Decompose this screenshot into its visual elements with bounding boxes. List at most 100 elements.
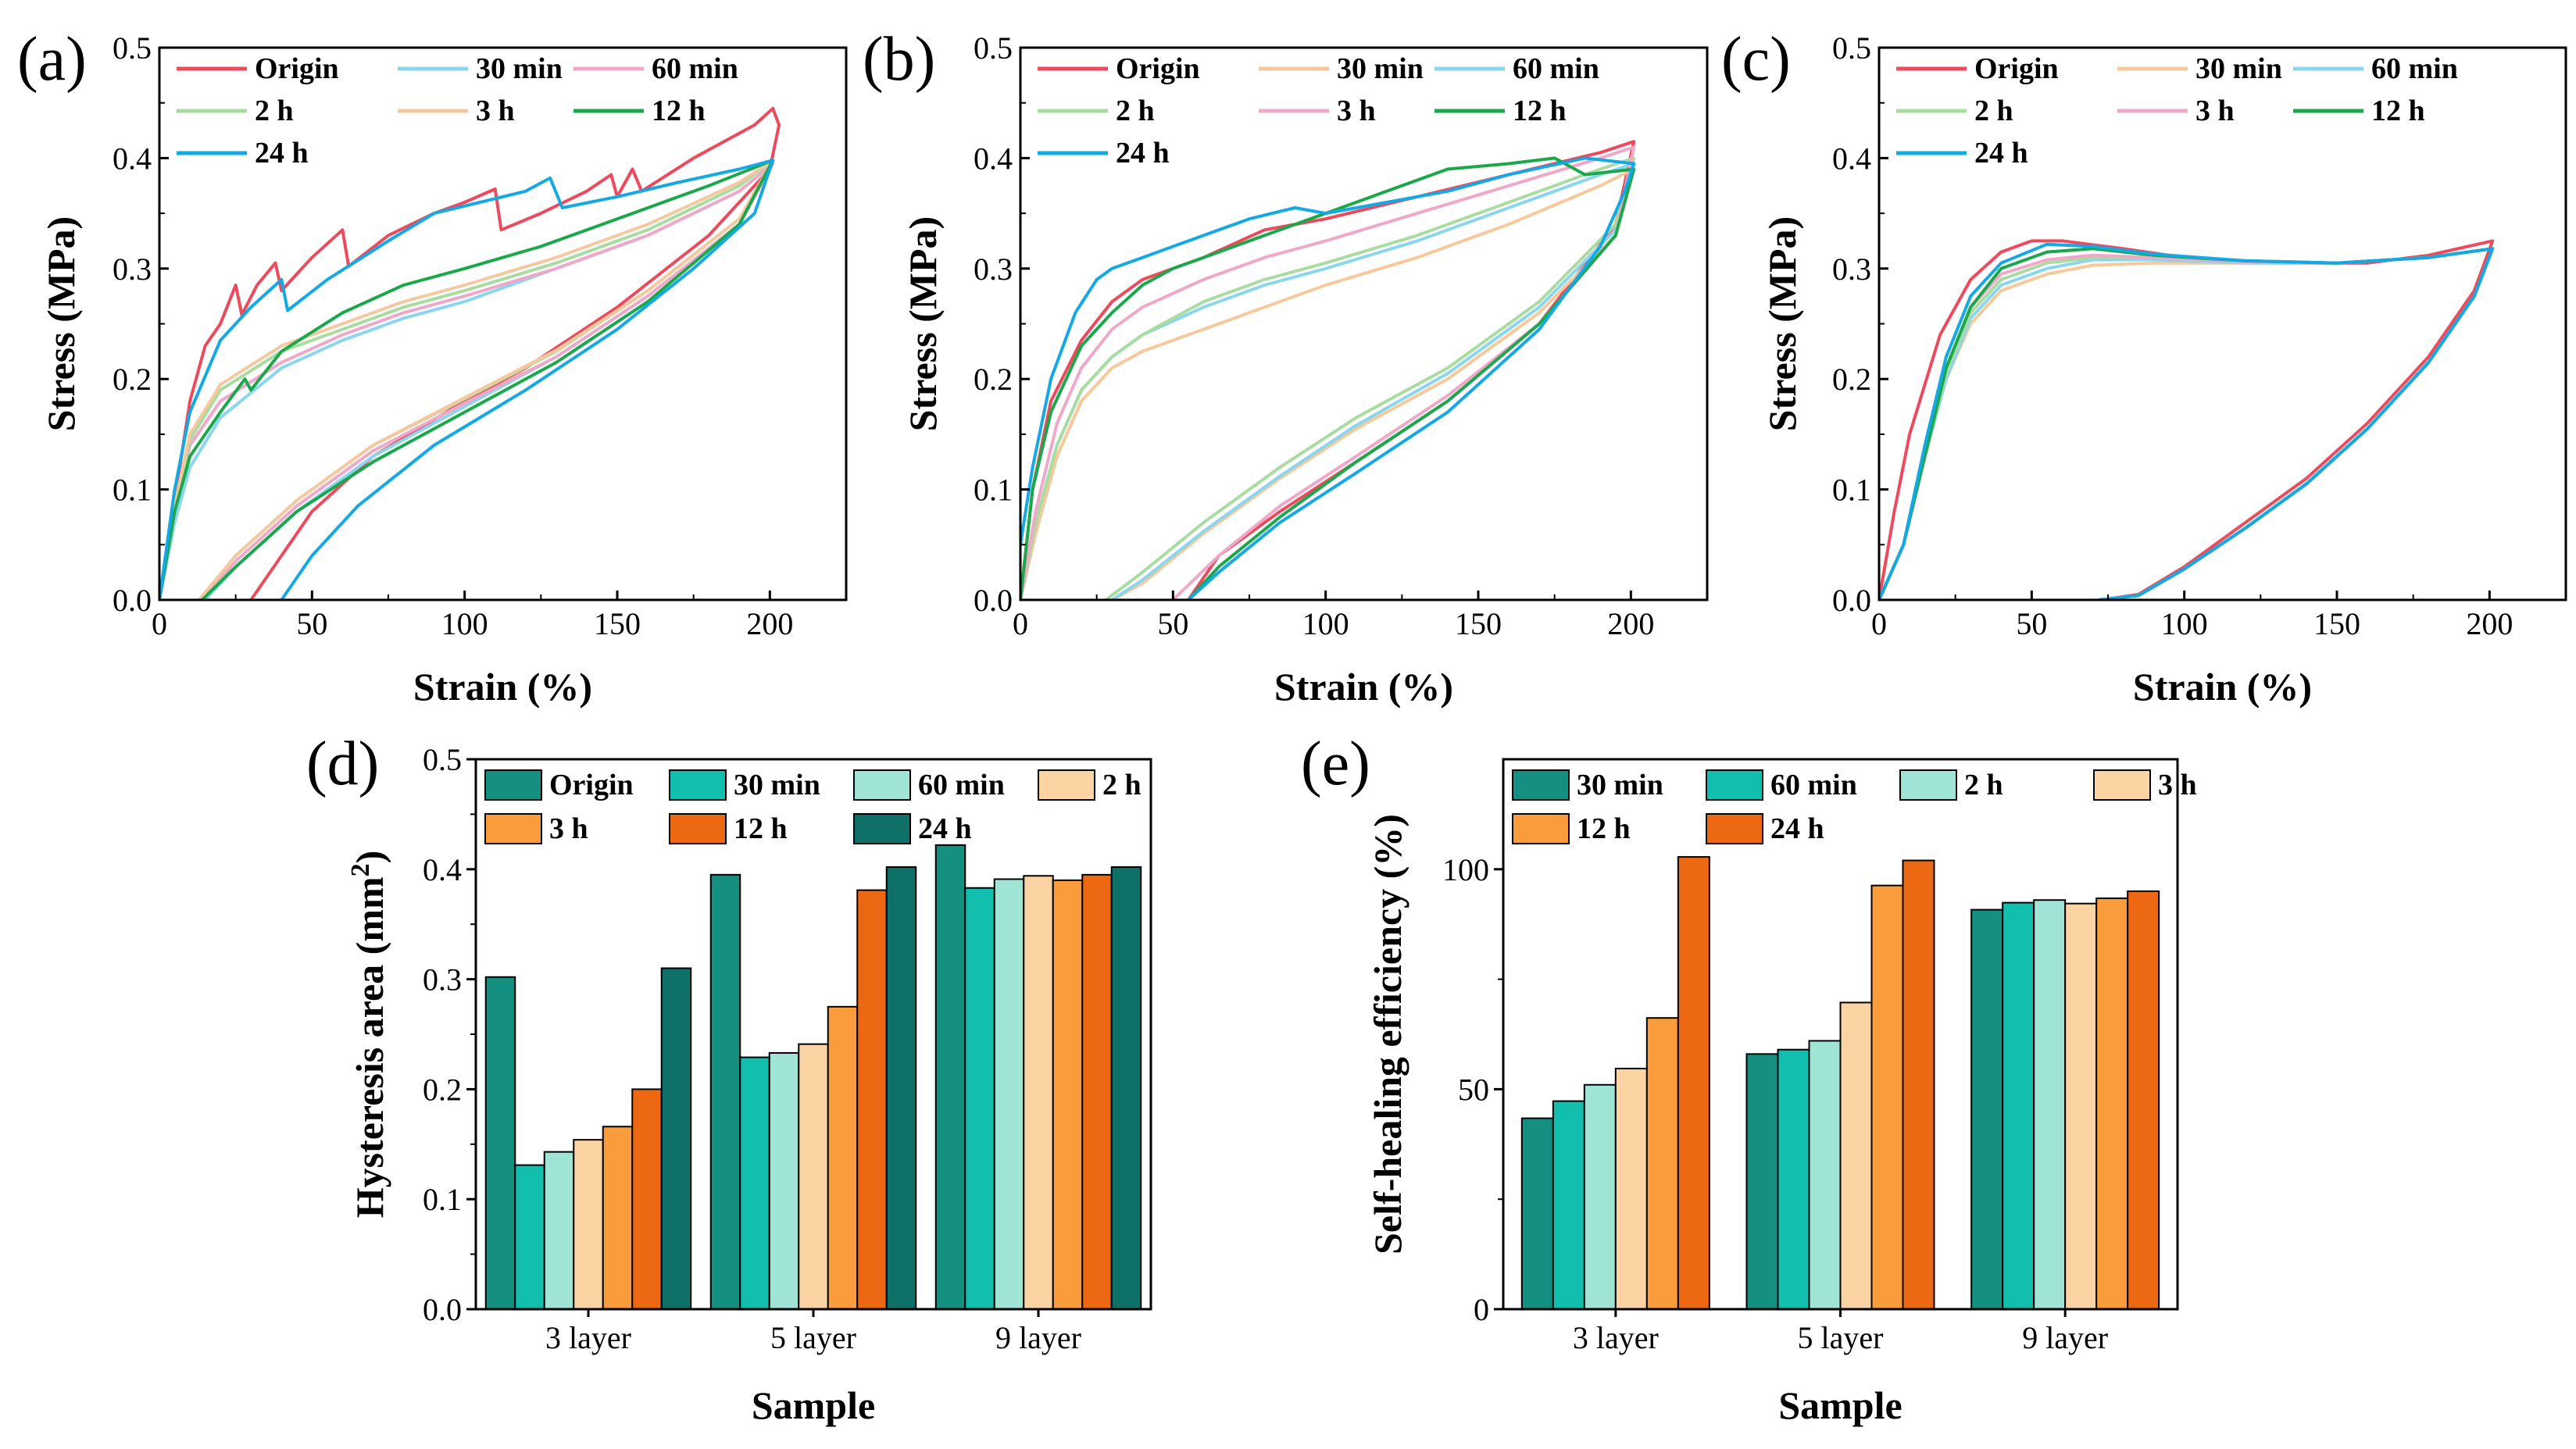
y-axis-label: Stress (MPa) <box>1760 216 1804 431</box>
x-axis-label: Sample <box>1778 1383 1902 1427</box>
series-line-24-h <box>159 159 775 600</box>
y-tick-label: 0.3 <box>1832 252 1871 287</box>
y-axis-label: Hysteresis area (mm2) <box>346 851 391 1219</box>
y-tick-label: 0.2 <box>423 1072 462 1107</box>
bar-12-h-3-layer <box>1645 1017 1679 1311</box>
x-tick-label: 9 layer <box>995 1320 1081 1355</box>
legend-swatch <box>1706 813 1763 844</box>
x-tick-label: 5 layer <box>1798 1320 1884 1355</box>
y-axis-label: Stress (MPa) <box>39 216 83 431</box>
legend-label: 2 h <box>1974 95 2013 127</box>
bar-30-min-3-layer <box>1520 1117 1554 1310</box>
legend-swatch <box>1512 813 1570 844</box>
bar-2-h-3-layer <box>573 1139 604 1310</box>
panel-label-d: (d) <box>306 730 379 798</box>
y-tick-label: 0.1 <box>1832 473 1871 508</box>
y-tick-label: 0.0 <box>113 583 152 618</box>
x-tick-label: 200 <box>1607 606 1654 641</box>
bar-60-min-9-layer <box>993 878 1025 1311</box>
legend-label: 12 h <box>2371 95 2425 127</box>
legend-swatch <box>2093 769 2151 801</box>
legend-label: 24 h <box>1116 137 1170 170</box>
bar-3-h-9-layer <box>1052 879 1084 1310</box>
series-line-60-min <box>1879 247 2495 600</box>
legend-label: 12 h <box>652 95 706 127</box>
x-tick-label: 0 <box>1013 606 1028 641</box>
legend-label: 3 h <box>2158 769 2197 801</box>
series-line-3-h <box>1879 247 2495 600</box>
y-tick-label: 0.1 <box>113 473 152 508</box>
bar-3-h-9-layer <box>2064 902 2098 1310</box>
x-tick-label: 9 layer <box>2022 1320 2108 1355</box>
y-tick-label: 0.1 <box>423 1182 462 1217</box>
bar-2-h-5-layer <box>798 1043 829 1310</box>
x-tick-label: 3 layer <box>1573 1320 1659 1355</box>
legend-label: 60 min <box>1513 52 1599 85</box>
x-axis-label: Strain (%) <box>2133 665 2312 708</box>
y-tick-label: 0.4 <box>1832 141 1871 176</box>
legend-swatch <box>1899 769 1957 801</box>
y-tick-label: 50 <box>1458 1072 1489 1107</box>
legend-label: 30 min <box>2195 52 2282 85</box>
series-line-12-h <box>1020 156 1636 600</box>
legend-swatch <box>669 813 727 844</box>
x-tick-label: 50 <box>1157 606 1188 641</box>
legend-label: 24 h <box>1974 137 2028 170</box>
bar-24-h-9-layer <box>1110 865 1142 1310</box>
bar-3-h-3-layer <box>602 1126 634 1310</box>
bar-60-min-5-layer <box>1777 1048 1810 1311</box>
legend-swatch <box>669 769 727 801</box>
bar-2-h-5-layer <box>1808 1040 1842 1310</box>
legend-label: 2 h <box>255 95 294 127</box>
x-axis-label: Sample <box>752 1383 875 1427</box>
x-tick-label: 100 <box>1302 606 1349 641</box>
y-tick-label: 0.5 <box>974 30 1013 66</box>
legend-swatch <box>853 813 911 844</box>
panel-label-a: (a) <box>17 25 87 94</box>
y-tick-label: 0.0 <box>1832 583 1871 618</box>
legend-label: 24 h <box>1770 812 1824 845</box>
y-tick-label: 0.2 <box>1832 362 1871 397</box>
x-tick-label: 200 <box>746 606 793 641</box>
bars-group <box>1520 856 2160 1311</box>
legend-label: 30 min <box>476 52 563 85</box>
x-tick-label: 100 <box>441 606 488 641</box>
y-axis-label: Self-healing efficiency (%) <box>1366 814 1409 1254</box>
y-axis-label-main: Hysteresis area (mm <box>348 876 391 1218</box>
x-tick-label: 5 layer <box>770 1320 856 1355</box>
bar-30-min-5-layer <box>1745 1053 1779 1310</box>
bar-Origin-3-layer <box>484 976 516 1311</box>
legend-label: 30 min <box>734 769 820 801</box>
legend-swatch <box>484 769 542 801</box>
y-tick-label: 0.3 <box>113 252 152 287</box>
legend-label: 30 min <box>1577 769 1663 801</box>
y-axis-label-superscript: 2 <box>346 863 375 876</box>
x-tick-label: 0 <box>1871 606 1887 641</box>
legend-swatch <box>484 813 542 844</box>
legend-swatch <box>1706 769 1763 801</box>
y-tick-label: 0.5 <box>113 30 152 66</box>
legend-label: Origin <box>1116 52 1200 85</box>
bar-30-min-9-layer <box>1970 908 2004 1310</box>
legend-label: Origin <box>255 52 339 85</box>
y-axis-label-close: ) <box>348 851 391 864</box>
y-tick-label: 0.2 <box>113 362 152 397</box>
series-group <box>1879 239 2495 600</box>
legend-label: 60 min <box>652 52 738 85</box>
bar-60-min-3-layer <box>1552 1100 1585 1311</box>
bar-30-min-9-layer <box>964 887 995 1310</box>
panel-c: (c) 0 50 100 150 200 0.0 0.1 0.2 0.3 0.4 0.5 Strain … <box>1721 25 2567 708</box>
panel-label-b: (b) <box>863 25 935 94</box>
series-line-24-h <box>1020 156 1636 600</box>
series-line-60-min <box>1020 162 1636 600</box>
panel-a: (a) 0 50 100 150 200 0.0 0.1 0.2 0.3 0.4 0.5 Strain … <box>17 25 848 708</box>
legend-swatch <box>1038 769 1095 801</box>
series-line-3-h <box>159 159 775 600</box>
series-line-12-h <box>1879 247 2495 600</box>
legend-label: 60 min <box>1770 769 1857 801</box>
legend-label: 2 h <box>1964 769 2003 801</box>
x-axis-label: Strain (%) <box>1274 665 1453 708</box>
series-line-60-min <box>159 162 775 600</box>
y-tick-label: 0.4 <box>423 852 462 887</box>
